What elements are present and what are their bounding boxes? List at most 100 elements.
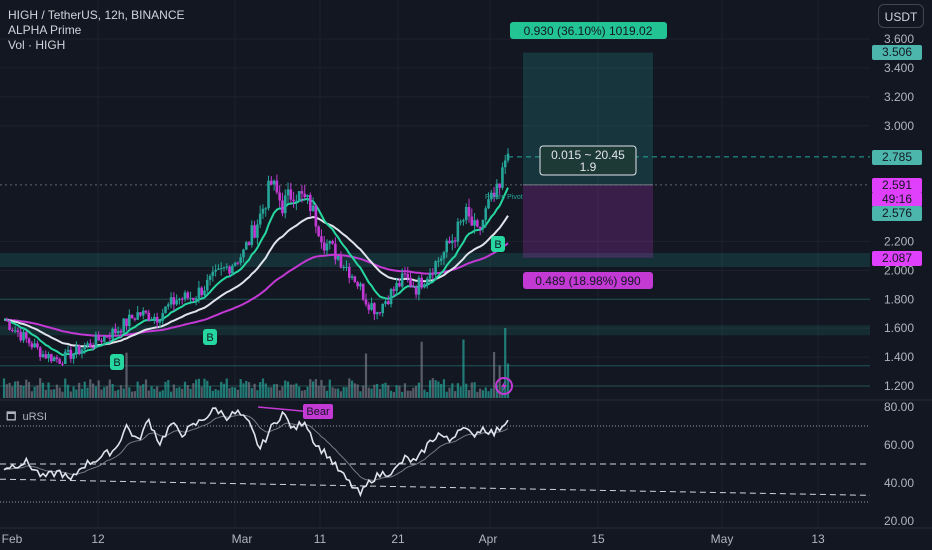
rsi-tick-label: 80.00 (884, 400, 914, 414)
candle-body (300, 191, 304, 194)
candle-body (225, 266, 229, 268)
buy-marker-label: B (113, 357, 120, 369)
trade-labels: 0.930 (36.10%) 1019.02 0.489 (18.98%) 990… (510, 22, 667, 289)
volume-bar (203, 378, 206, 398)
time-tick-label: 12 (91, 532, 105, 546)
symbol-title[interactable]: HIGH / TetherUS, 12h, BINANCE (8, 8, 185, 22)
candle-body (8, 321, 11, 330)
volume-bar (348, 378, 351, 398)
candle-body (403, 273, 407, 275)
candle-body (275, 180, 279, 193)
candle-body (186, 292, 190, 299)
candle-body (314, 205, 318, 227)
volume-bar (256, 390, 259, 398)
volume-bar (356, 384, 359, 398)
volume-bar (86, 387, 89, 398)
volume-bar (242, 383, 245, 398)
candle-body (61, 363, 64, 365)
volume-bar (459, 386, 462, 398)
chart-legend: HIGH / TetherUS, 12h, BINANCE ALPHA Prim… (8, 8, 185, 53)
volume-bar (100, 389, 103, 398)
candle-body (434, 261, 437, 275)
buy-marker-label: B (494, 239, 501, 251)
volume-bar (83, 381, 86, 398)
volume-bar (259, 382, 262, 398)
volume-bar (114, 390, 117, 398)
candle-body (24, 332, 28, 339)
candle-body (462, 220, 465, 222)
candle-body (33, 343, 36, 348)
volume-bar (298, 386, 301, 398)
volume-bar (236, 389, 240, 398)
ratio-label-bg (539, 145, 637, 176)
candle-body (236, 262, 240, 264)
panel-toggle-icon[interactable]: 🗖 (6, 411, 17, 423)
candlesticks (5, 148, 510, 367)
volume-bar (105, 386, 109, 398)
volume-bar (398, 385, 401, 398)
volume-bar (395, 385, 398, 398)
currency-button[interactable]: USDT (878, 4, 924, 28)
rsi-trend-line (0, 478, 871, 496)
candle-body (492, 192, 496, 198)
price-badge-label: 3.506 (882, 45, 912, 59)
buy-marker (203, 329, 217, 345)
volume-bar (264, 383, 267, 398)
volume-bar (153, 388, 156, 398)
candle-body (44, 354, 48, 359)
candle-body (244, 242, 248, 250)
candle-body (389, 289, 393, 305)
target-label-bg (510, 22, 667, 39)
indicator-alpha-prime[interactable]: ALPHA Prime (8, 23, 82, 37)
candle-body (22, 332, 25, 341)
candle-body (297, 191, 301, 201)
candle-body (58, 359, 61, 364)
volume-bar (378, 388, 382, 398)
candle-body (498, 183, 501, 188)
volume-bar (144, 379, 148, 398)
candle-body (175, 300, 178, 305)
time-tick-label: 21 (391, 532, 405, 546)
volume-bar (64, 378, 67, 398)
candle-body (97, 334, 100, 341)
rsi-legend[interactable]: 🗖 uRSI (6, 408, 53, 427)
volume-bar (384, 382, 387, 398)
candle-body (361, 283, 365, 300)
volume-bar (158, 391, 162, 398)
candle-body (295, 200, 298, 202)
indicator-volume[interactable]: Vol · HIGH (8, 38, 66, 52)
volume-bar (39, 378, 42, 398)
candle-body (36, 343, 39, 348)
volume-bar (409, 390, 412, 398)
volume-bar (364, 353, 368, 398)
volume-bar (250, 388, 253, 398)
candle-body (153, 316, 156, 320)
lightning-icon (495, 377, 513, 395)
support-resistance-levels (0, 156, 870, 387)
volume-bar (492, 352, 496, 398)
candle-body (50, 354, 53, 362)
candle-body (495, 183, 499, 198)
bear-label: Bear (306, 406, 330, 418)
candle-body (364, 299, 368, 305)
resistance-zone (0, 252, 870, 267)
volume-bar (487, 391, 490, 398)
volume-bar (222, 383, 226, 398)
candle-body (211, 271, 215, 276)
candle-body (102, 336, 106, 342)
volume-bar (295, 383, 298, 398)
volume-bar (270, 387, 273, 398)
candle-body (111, 328, 114, 339)
candle-body (414, 287, 418, 295)
time-tick-label: 13 (811, 532, 825, 546)
candle-body (128, 314, 131, 327)
candle-body (289, 189, 293, 200)
candle-body (392, 289, 396, 291)
volume-bar (453, 391, 457, 398)
volume-bar (387, 385, 390, 398)
volume-bar (178, 387, 181, 398)
volume-bar (320, 379, 323, 398)
volume-bar (111, 384, 114, 398)
candle-body (183, 292, 187, 300)
